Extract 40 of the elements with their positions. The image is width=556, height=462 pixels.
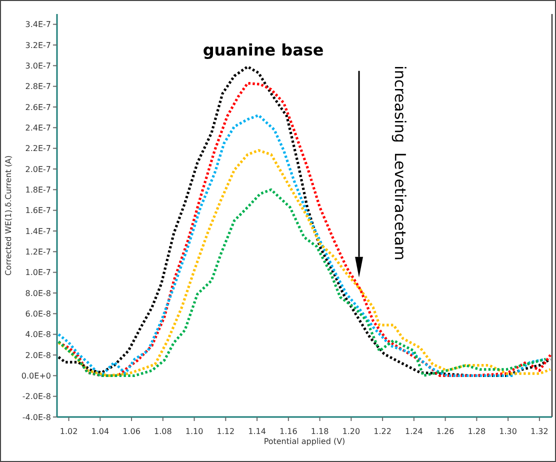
- y-tick-label: 1.0E-7: [25, 268, 51, 278]
- y-axis-title: Corrected WE(1).δ.Current (A): [4, 155, 13, 276]
- x-tick-label: 1.32: [530, 427, 548, 436]
- y-tick-label: 3.4E-7: [25, 20, 51, 30]
- y-tick-label: 8.0E-8: [25, 288, 51, 298]
- annotation: guanine base: [202, 40, 324, 60]
- x-tick-label: 1.08: [154, 427, 172, 436]
- y-tick-label: 2.6E-7: [25, 102, 51, 112]
- x-tick-label: 1.26: [436, 427, 454, 436]
- x-tick-label: 1.06: [122, 427, 140, 436]
- y-tick-label: -4.0E-8: [22, 412, 51, 422]
- x-tick-label: 1.10: [185, 427, 204, 436]
- x-tick-label: 1.02: [60, 427, 78, 436]
- x-tick-label: 1.14: [248, 427, 266, 436]
- x-tick-label: 1.18: [310, 427, 329, 436]
- x-tick-label: 1.20: [342, 427, 360, 436]
- x-tick-label: 1.12: [216, 427, 235, 436]
- y-tick-label: 2.0E-8: [25, 350, 51, 360]
- y-tick-label: 1.6E-7: [25, 206, 51, 216]
- y-tick-label: 1.4E-7: [25, 226, 51, 236]
- y-tick-label: 3.0E-7: [25, 61, 51, 70]
- y-tick-label: 2.4E-7: [25, 123, 51, 132]
- x-tick-label: 1.22: [374, 427, 392, 436]
- y-tick-label: 4.0E-8: [25, 330, 51, 340]
- x-tick-label: 1.28: [468, 427, 486, 436]
- y-tick-label: 0.0E+0: [21, 371, 51, 380]
- x-tick-label: 1.16: [280, 427, 298, 436]
- annotation: increasing Levetiracetam: [391, 66, 410, 260]
- y-tick-label: 1.8E-7: [25, 185, 51, 194]
- y-tick-label: 2.0E-7: [25, 164, 51, 174]
- x-tick-label: 1.04: [91, 427, 110, 436]
- y-tick-label: 2.8E-7: [25, 82, 51, 92]
- y-tick-label: -2.0E-8: [22, 392, 51, 402]
- x-tick-label: 1.30: [499, 427, 517, 436]
- y-tick-label: 6.0E-8: [25, 309, 51, 318]
- y-tick-label: 2.2E-7: [25, 144, 51, 154]
- y-tick-label: 1.2E-7: [25, 247, 51, 256]
- y-tick-label: 3.2E-7: [25, 40, 51, 50]
- x-axis-title: Potential applied (V): [264, 437, 346, 446]
- x-tick-label: 1.24: [405, 427, 423, 436]
